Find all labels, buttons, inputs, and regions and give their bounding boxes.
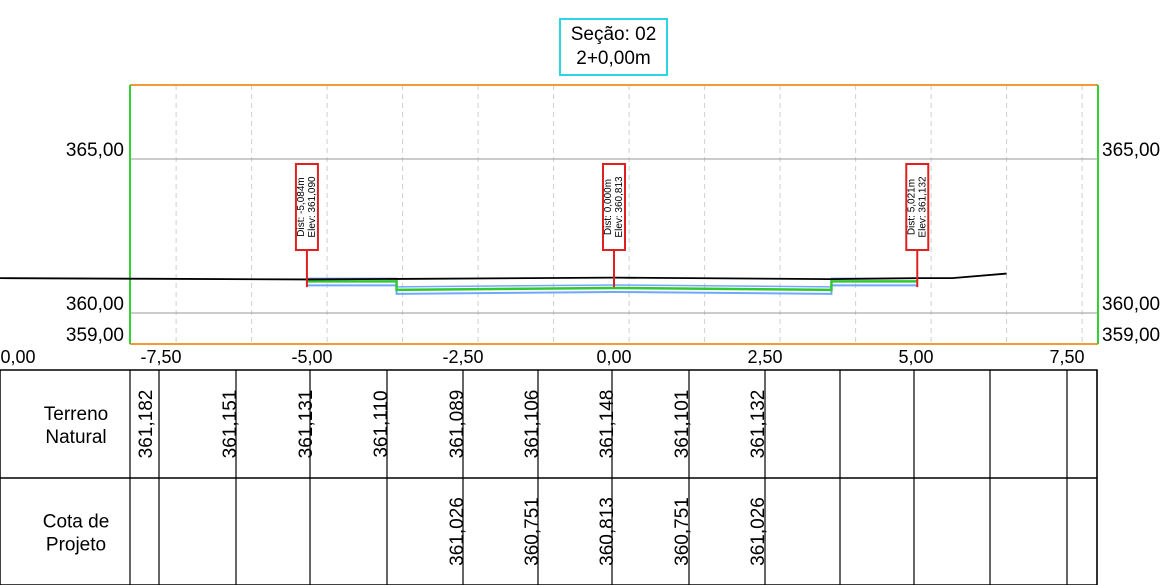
design-profile-line xyxy=(306,280,918,292)
table-row-label: Projeto xyxy=(46,535,106,556)
marker-label-box xyxy=(905,163,930,251)
table-cell-value: 361,026 xyxy=(447,497,468,566)
marker-label-box xyxy=(602,163,626,251)
table-cell-value: 361,151 xyxy=(220,390,241,459)
y-axis-labels: 365,00 365,00 360,00 360,00 359,00 359,00 xyxy=(66,140,1160,346)
table-cell-value: 361,182 xyxy=(136,390,157,459)
table-cell-value: 361,110 xyxy=(371,390,392,457)
table-cell-value: 361,106 xyxy=(522,390,543,459)
table-row-label: Cota de xyxy=(43,512,110,533)
y-tick-label-left: 360,00 xyxy=(66,294,124,315)
table-cell-value: 361,101 xyxy=(672,390,693,459)
marker-elevation: Elev: 361,090 xyxy=(307,176,318,238)
x-tick-label: -7,50 xyxy=(140,347,181,367)
table-row-label: Natural xyxy=(45,427,106,448)
y-tick-label-left: 359,00 xyxy=(66,325,124,346)
marker-elevation: Elev: 361,132 xyxy=(917,176,928,238)
x-tick-label: -5,00 xyxy=(291,347,332,367)
x-tick-label: 5,00 xyxy=(898,347,933,367)
marker-distance: Dist: -5,084m xyxy=(296,177,307,236)
section-name: Seção: 02 xyxy=(570,24,657,45)
section-title-box: Seção: 02 2+0,00m xyxy=(559,18,668,76)
x-tick-label: 7,50 xyxy=(1049,347,1084,367)
table-cell-value: 361,131 xyxy=(296,390,317,459)
table-cell-value: 361,148 xyxy=(597,390,618,459)
plot-frame xyxy=(129,84,1099,345)
x-tick-label: -2,50 xyxy=(442,347,483,367)
marker-distance: Dist: 5,021m xyxy=(906,179,917,235)
y-tick-label-right: 360,00 xyxy=(1102,294,1160,315)
y-tick-label-right: 365,00 xyxy=(1102,140,1160,161)
table-cell-value: 360,751 xyxy=(672,497,693,566)
table-cell-value: 361,026 xyxy=(748,497,769,566)
y-tick-label-left: 365,00 xyxy=(66,140,124,161)
table-cell-value: 361,132 xyxy=(748,390,769,459)
x-axis-labels: -15,00-12,50-10,00-7,50-5,00-2,500,002,5… xyxy=(0,347,1085,367)
marker-elevation: Elev: 360,813 xyxy=(614,176,625,238)
table-cell-value: 360,751 xyxy=(522,497,543,566)
marker-distance: Dist: 0,000m xyxy=(603,179,614,235)
table-row-label: Terreno xyxy=(44,404,108,425)
marker-label-box xyxy=(294,163,319,251)
table-cell-value: 361,089 xyxy=(447,390,468,459)
ground-profile-line xyxy=(0,272,1007,281)
table-cell-value: 360,813 xyxy=(597,497,618,566)
x-tick-label: 2,50 xyxy=(747,347,782,367)
section-station: 2+0,00m xyxy=(576,48,651,69)
x-tick-label: -10,00 xyxy=(0,347,36,367)
point-markers: Dist: -5,084m Elev: 361,090 Dist: 0,000m El… xyxy=(294,163,930,288)
y-tick-label-right: 359,00 xyxy=(1102,325,1160,346)
grid xyxy=(130,85,1098,344)
x-tick-label: 0,00 xyxy=(596,347,631,367)
